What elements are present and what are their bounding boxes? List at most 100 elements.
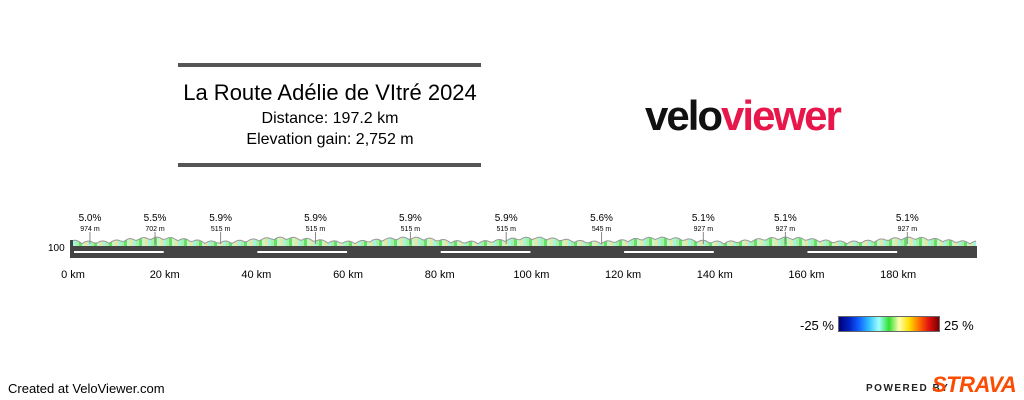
profile-segment (745, 239, 748, 246)
profile-segment (553, 237, 556, 246)
profile-segment (361, 240, 364, 246)
climb-length: 927 m (694, 226, 714, 233)
profile-segment (523, 237, 526, 246)
profile-segment (769, 237, 772, 246)
profile-segment (277, 237, 280, 246)
profile-segment (691, 239, 694, 246)
climb-grade: 5.1% (896, 213, 919, 224)
profile-segment (661, 237, 664, 246)
profile-segment (622, 239, 625, 246)
climb-length: 702 m (145, 226, 165, 233)
climb-grade: 5.9% (304, 213, 327, 224)
profile-segment (547, 238, 550, 246)
profile-segment (172, 237, 175, 246)
profile-segment (796, 237, 799, 246)
profile-segment (334, 240, 337, 246)
profile-segment (592, 241, 595, 246)
profile-segment (292, 237, 295, 246)
profile-segment (307, 238, 310, 246)
profile-segment (787, 237, 790, 246)
profile-segment (670, 238, 673, 246)
profile-segment (580, 240, 583, 246)
profile-segment (526, 237, 529, 246)
profile-segment (424, 238, 427, 246)
profile-segment (586, 242, 589, 246)
profile-segment (862, 240, 865, 246)
profile-segment (763, 239, 766, 246)
profile-segment (667, 238, 670, 246)
profile-segment (460, 241, 463, 246)
profile-segment (496, 239, 499, 246)
top-rule (178, 63, 481, 67)
profile-segment (613, 242, 616, 246)
profile-segment (757, 238, 760, 246)
profile-segment (919, 237, 922, 246)
profile-segment (895, 237, 898, 246)
x-tick-label: 20 km (150, 269, 180, 281)
x-tick-label: 60 km (333, 269, 363, 281)
climb-length: 927 m (898, 226, 918, 233)
profile-segment (760, 238, 763, 246)
profile-segment (376, 239, 379, 246)
climb-grade: 5.9% (495, 213, 518, 224)
profile-segment (148, 238, 151, 246)
profile-segment (202, 241, 205, 246)
profile-segment (373, 239, 376, 246)
profile-segment (325, 241, 328, 246)
profile-segment (232, 241, 235, 246)
profile-segment (241, 240, 244, 246)
profile-segment (520, 237, 523, 246)
distance-text: Distance: 197.2 km (261, 110, 399, 127)
profile-segment (469, 241, 472, 246)
profile-segment (406, 237, 409, 246)
profile-segment (544, 238, 547, 246)
x-tick-label: 180 km (880, 269, 916, 281)
profile-segment (538, 237, 541, 246)
profile-segment (343, 241, 346, 246)
profile-segment (85, 240, 88, 246)
profile-segment (400, 237, 403, 246)
elevation-gain-text: Elevation gain: 2,752 m (246, 131, 414, 148)
profile-segment (295, 237, 298, 246)
profile-segment (952, 240, 955, 246)
profile-segment (949, 239, 952, 246)
x-tick-label: 140 km (697, 269, 733, 281)
profile-segment (427, 238, 430, 246)
profile-segment (265, 237, 268, 246)
profile-segment (463, 242, 466, 246)
profile-segment (790, 238, 793, 246)
climb-grade: 5.0% (79, 213, 102, 224)
profile-segment (937, 238, 940, 246)
profile-segment (442, 239, 445, 246)
route-title: La Route Adélie de VItré 2024 (183, 80, 477, 105)
x-tick-label: 0 km (61, 269, 85, 281)
profile-segment (283, 237, 286, 246)
profile-segment (928, 239, 931, 246)
profile-segment (562, 239, 565, 246)
climb-length: 515 m (211, 226, 231, 233)
profile-segment (619, 239, 622, 246)
profile-segment (82, 241, 85, 246)
climb-grade: 5.5% (144, 213, 167, 224)
km-stripe (74, 251, 164, 253)
profile-segment (910, 237, 913, 246)
profile-segment (685, 238, 688, 246)
profile-segment (877, 239, 880, 246)
profile-segment (781, 237, 784, 246)
x-tick-label: 100 km (513, 269, 549, 281)
climb-grade: 5.9% (399, 213, 422, 224)
profile-segment (508, 238, 511, 246)
profile-segment (214, 241, 217, 246)
profile-segment (136, 239, 139, 246)
strava-logo[interactable]: STRAVA (932, 372, 1017, 397)
profile-segment (736, 242, 739, 246)
profile-segment (880, 238, 883, 246)
created-at-link[interactable]: Created at VeloViewer.com (8, 381, 165, 396)
profile-segment (94, 242, 97, 246)
profile-segment (772, 237, 775, 246)
profile-segment (193, 240, 196, 246)
profile-segment (130, 238, 133, 246)
profile-segment (133, 239, 136, 246)
profile-segment (511, 238, 514, 246)
profile-segment (304, 238, 307, 246)
